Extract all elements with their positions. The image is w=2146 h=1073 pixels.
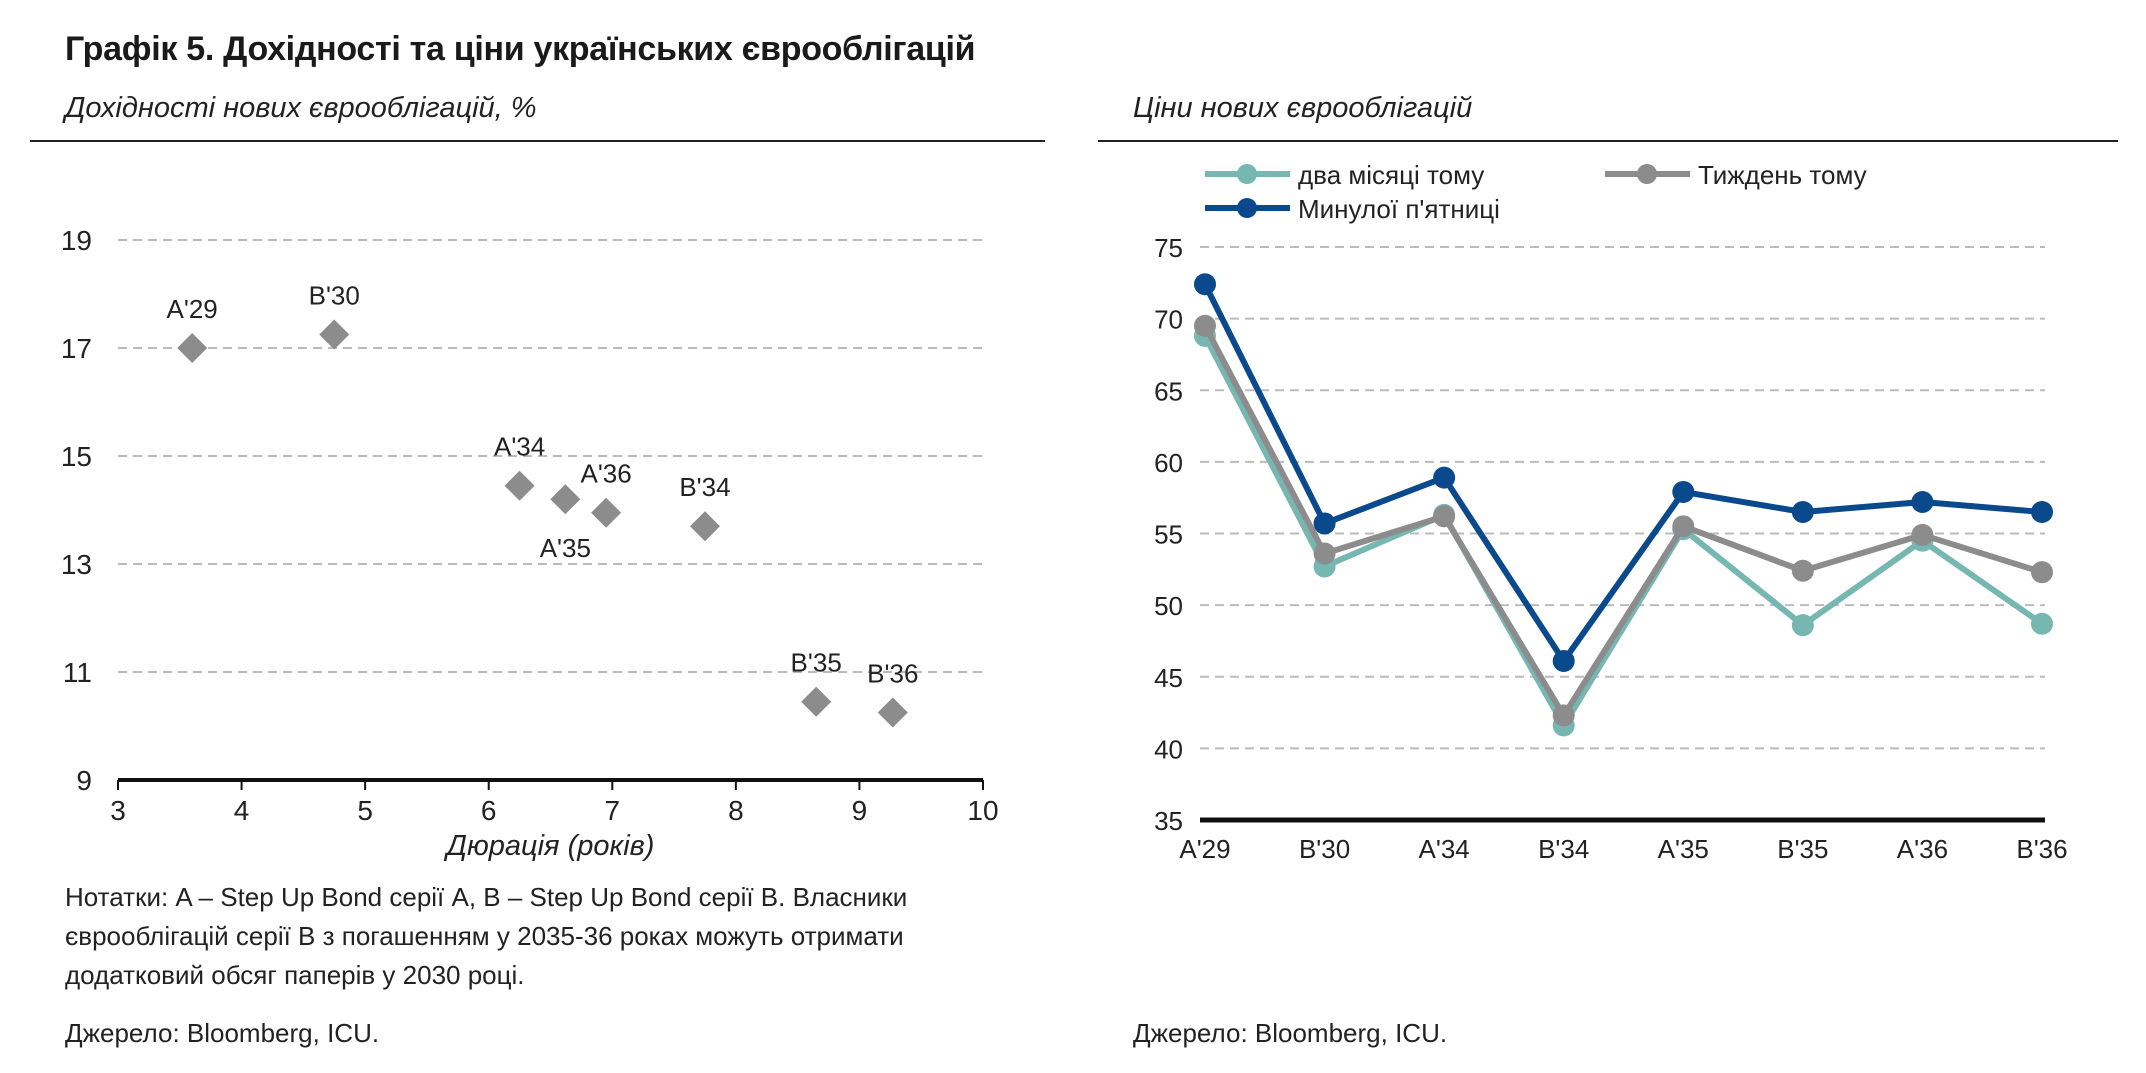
scatter-point	[591, 497, 622, 528]
data-label: B'36	[867, 659, 918, 689]
left-source: Джерело: Bloomberg, ICU.	[65, 1018, 380, 1048]
x-tick-label: 5	[357, 795, 373, 826]
legend-swatch-marker	[1637, 164, 1657, 184]
right-chart-subtitle: Ціни нових єврооблігацій	[1133, 92, 1473, 124]
series-point	[1552, 649, 1575, 672]
x-tick-label: 10	[967, 795, 998, 826]
scatter-point	[319, 319, 350, 350]
series-point	[2031, 561, 2053, 584]
series-line	[1202, 282, 2043, 664]
x-tick-label: B'36	[2016, 834, 2067, 864]
page-title: Графік 5. Дохідності та ціни українських…	[65, 30, 976, 68]
y-tick-label: 40	[1154, 734, 1183, 764]
series-line	[1202, 334, 2044, 729]
scatter-point	[689, 511, 720, 542]
series-point	[1791, 559, 1814, 582]
y-tick-label: 9	[76, 765, 92, 796]
series-point	[1313, 512, 1336, 535]
x-tick-label: 7	[604, 795, 620, 826]
scatter-point	[801, 686, 832, 717]
y-tick-label: 70	[1154, 305, 1183, 335]
scatter-point	[504, 470, 535, 501]
legend-label: Минулої п'ятниці	[1298, 194, 1500, 224]
yield-scatter-chart: 9 11 13 15 17 19 3 4 5 6 7 8 9 10 Дюрація (років) A'29 B…	[61, 225, 999, 862]
data-label: A'34	[494, 432, 545, 462]
series-line	[1202, 324, 2043, 719]
x-tick-label: 9	[852, 795, 868, 826]
x-tick-label: 3	[110, 795, 126, 826]
legend-label: два місяці тому	[1298, 160, 1484, 190]
y-tick-label: 50	[1154, 591, 1183, 621]
x-tick-label: B'35	[1777, 834, 1828, 864]
series-point	[1911, 523, 1934, 546]
data-label: B'35	[791, 648, 842, 678]
y-tick-label: 13	[61, 549, 92, 580]
series-point	[1194, 314, 1216, 337]
notes-text: Нотатки: A – Step Up Bond серії A, B – S…	[65, 882, 908, 990]
x-tick-label: A'34	[1419, 834, 1470, 864]
data-label: A'29	[167, 294, 218, 324]
series-point	[1313, 542, 1336, 565]
x-tick-label: 4	[234, 795, 250, 826]
left-header-rule	[30, 140, 1045, 142]
x-tick-label: 8	[728, 795, 744, 826]
right-header-rule	[1098, 140, 2118, 142]
x-tick-label: B'30	[1299, 834, 1350, 864]
y-tick-label: 17	[61, 333, 92, 364]
y-tick-label: 11	[63, 657, 92, 688]
price-line-chart: 35 40 45 50 55 60 65 70 75 A'29 B'30 A'34 B'34 A'35 B'…	[1154, 160, 2068, 864]
right-source: Джерело: Bloomberg, ICU.	[1133, 1018, 1448, 1048]
x-axis-title: Дюрація (років)	[444, 830, 655, 862]
series-point	[1194, 273, 1216, 296]
y-tick-label: 19	[61, 225, 92, 256]
x-tick-label: A'35	[1658, 834, 1709, 864]
data-label: A'36	[580, 459, 631, 489]
y-tick-label: 55	[1154, 520, 1183, 550]
x-tick-label: 6	[481, 795, 497, 826]
x-tick-label: A'29	[1179, 834, 1230, 864]
legend-label: Тиждень тому	[1698, 160, 1867, 190]
data-label: A'35	[540, 533, 591, 563]
series-point	[1433, 466, 1456, 489]
series-point	[1791, 501, 1814, 524]
series-point	[1791, 614, 1814, 637]
data-label: B'34	[679, 472, 730, 502]
scatter-point	[877, 697, 908, 728]
series-point	[1911, 490, 1934, 513]
data-label: B'30	[309, 281, 360, 311]
legend-swatch-marker	[1237, 164, 1257, 184]
y-tick-label: 35	[1154, 806, 1183, 836]
y-tick-label: 65	[1154, 376, 1183, 406]
scatter-point	[177, 333, 208, 363]
x-tick-label: B'34	[1538, 834, 1589, 864]
series-point	[1433, 505, 1456, 528]
series-point	[2031, 612, 2053, 635]
y-tick-label: 75	[1154, 233, 1183, 263]
series-point	[2031, 501, 2053, 524]
series-point	[1672, 480, 1695, 503]
scatter-point	[550, 484, 581, 515]
legend-swatch-marker	[1237, 198, 1257, 218]
left-chart-subtitle: Дохідності нових єврооблігацій, %	[65, 92, 537, 124]
y-tick-label: 60	[1154, 448, 1183, 478]
series-point	[1672, 515, 1695, 538]
x-tick-label: A'36	[1897, 834, 1948, 864]
series-point	[1552, 704, 1575, 727]
y-tick-label: 15	[61, 441, 92, 472]
y-tick-label: 45	[1154, 663, 1183, 693]
